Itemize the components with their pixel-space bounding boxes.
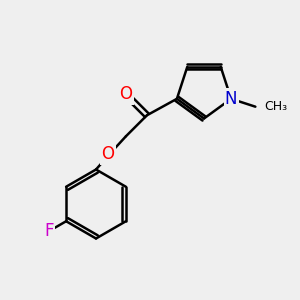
Text: N: N	[225, 90, 237, 108]
Text: O: O	[119, 85, 132, 103]
Text: CH₃: CH₃	[264, 100, 287, 113]
Text: O: O	[101, 145, 114, 163]
Text: F: F	[44, 222, 54, 240]
